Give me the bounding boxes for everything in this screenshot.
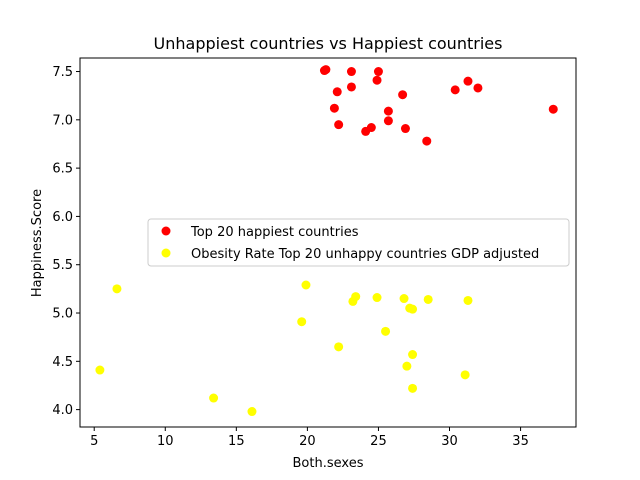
x-tick-label: 10 bbox=[157, 434, 174, 449]
happiest-country-point bbox=[400, 124, 410, 134]
x-tick-label: 25 bbox=[370, 434, 387, 449]
data-points bbox=[95, 65, 558, 417]
happiest-country-point bbox=[383, 116, 393, 126]
unhappy-country-point bbox=[460, 370, 470, 380]
x-tick-label: 35 bbox=[512, 434, 529, 449]
y-tick-label: 6.0 bbox=[52, 210, 73, 225]
unhappy-country-point bbox=[348, 296, 358, 306]
y-tick-label: 4.0 bbox=[52, 403, 73, 418]
x-tick-label: 30 bbox=[441, 434, 458, 449]
happiest-country-point bbox=[332, 87, 342, 97]
happiest-country-point bbox=[373, 67, 383, 77]
unhappy-country-point bbox=[463, 295, 473, 305]
happiest-country-point bbox=[334, 120, 344, 130]
legend: Top 20 happiest countries Obesity Rate T… bbox=[147, 218, 570, 267]
y-tick-label: 5.0 bbox=[52, 307, 73, 322]
unhappy-country-point bbox=[408, 304, 418, 314]
unhappy-country-point bbox=[408, 383, 418, 393]
y-tick-label: 5.5 bbox=[52, 258, 73, 273]
happiest-country-point bbox=[372, 75, 382, 85]
unhappy-country-point bbox=[301, 280, 311, 290]
happiest-country-point bbox=[450, 85, 460, 95]
legend-box bbox=[147, 218, 570, 267]
legend-label-happiest: Top 20 happiest countries bbox=[190, 225, 359, 240]
unhappy-country-point bbox=[334, 342, 344, 352]
chart-title: Unhappiest countries vs Happiest countri… bbox=[154, 34, 503, 53]
happiest-country-point bbox=[346, 67, 356, 77]
unhappy-country-point bbox=[381, 326, 391, 336]
happiest-country-point bbox=[346, 82, 356, 92]
axis-ticks: 5 10 15 20 25 30 35 4.0 4.5 5.0 5.5 6.0 6.5 7.0 7.5 bbox=[52, 65, 529, 449]
happiest-country-point bbox=[473, 83, 483, 93]
happiest-country-point bbox=[463, 76, 473, 86]
happiest-country-point bbox=[548, 104, 558, 114]
happiest-country-point bbox=[398, 90, 408, 100]
y-tick-label: 6.5 bbox=[52, 162, 73, 177]
unhappy-country-point bbox=[408, 350, 418, 360]
legend-marker-happiest bbox=[161, 226, 171, 236]
legend-label-unhappy: Obesity Rate Top 20 unhappy countries GD… bbox=[191, 247, 539, 262]
unhappy-country-point bbox=[247, 407, 257, 417]
x-tick-label: 15 bbox=[228, 434, 245, 449]
happiest-country-point bbox=[361, 126, 371, 136]
happiest-country-point bbox=[422, 136, 432, 146]
unhappy-country-point bbox=[297, 317, 307, 327]
unhappy-country-point bbox=[372, 293, 382, 303]
unhappy-country-point bbox=[209, 393, 219, 403]
unhappy-country-point bbox=[402, 361, 412, 371]
y-tick-label: 7.5 bbox=[52, 65, 73, 80]
x-tick-label: 5 bbox=[90, 434, 98, 449]
legend-marker-unhappy bbox=[161, 248, 171, 258]
x-axis-label: Both.sexes bbox=[293, 456, 364, 471]
happiest-country-point bbox=[329, 103, 339, 113]
x-tick-label: 20 bbox=[299, 434, 316, 449]
plot-frame bbox=[79, 57, 577, 428]
unhappy-country-point bbox=[423, 294, 433, 304]
unhappy-country-point bbox=[399, 294, 409, 304]
happiest-country-point bbox=[319, 66, 329, 76]
unhappy-country-point bbox=[95, 365, 105, 375]
y-tick-label: 4.5 bbox=[52, 355, 73, 370]
y-tick-label: 7.0 bbox=[52, 113, 73, 128]
y-axis-label: Happiness.Score bbox=[30, 189, 45, 297]
unhappy-country-point bbox=[112, 284, 122, 294]
happiest-country-point bbox=[383, 106, 393, 116]
